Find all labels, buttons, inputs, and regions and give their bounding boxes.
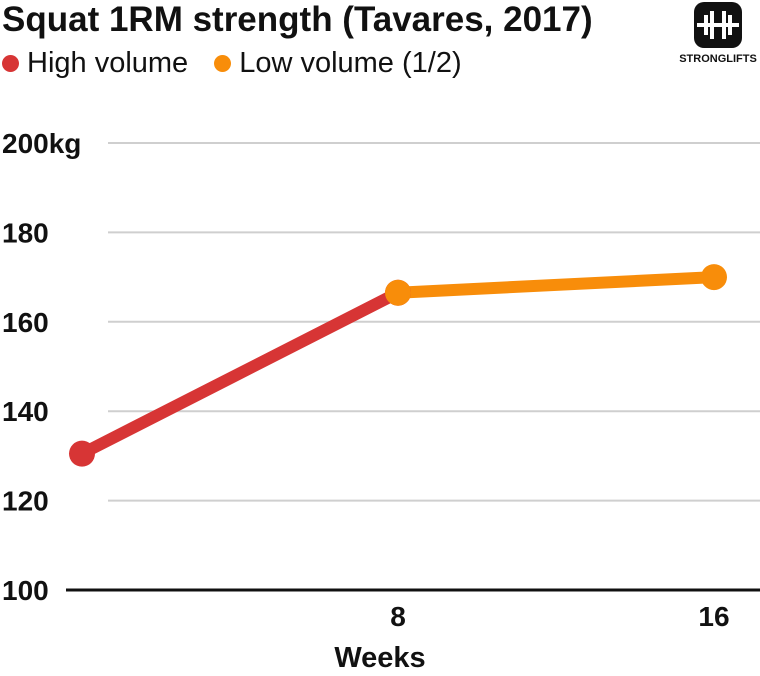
series-line-1	[392, 271, 720, 299]
data-point-series-0	[69, 440, 95, 467]
x-axis-title: Weeks	[334, 642, 426, 674]
series-line-0	[76, 286, 404, 460]
x-tick-label: 16	[698, 601, 729, 632]
legend-label-low-volume: Low volume (1/2)	[239, 46, 462, 79]
y-tick-label: 120	[2, 486, 49, 517]
brand-logo: STRONGLIFTS	[676, 2, 760, 72]
y-tick-label: 200kg	[2, 128, 81, 159]
legend-label-high-volume: High volume	[27, 46, 189, 79]
y-tick-label: 160	[2, 307, 49, 338]
brand-name: STRONGLIFTS	[679, 53, 757, 65]
legend-dot-low-volume	[214, 54, 232, 72]
legend-item-low-volume: Low volume (1/2)	[214, 46, 462, 80]
legend-item-high-volume: High volume	[2, 47, 188, 80]
y-tick-label: 140	[2, 396, 49, 427]
chart-title: Squat 1RM strength (Tavares, 2017)	[2, 0, 593, 39]
legend-dot-high-volume	[2, 54, 19, 72]
barbell-icon	[694, 2, 742, 48]
y-tick-label: 180	[2, 217, 49, 248]
x-tick-label: 8	[390, 601, 406, 632]
data-point-series-1	[385, 279, 411, 306]
y-tick-label: 100	[2, 575, 49, 606]
legend: High volume Low volume (1/2)	[2, 46, 488, 80]
data-point-series-1	[701, 264, 727, 291]
